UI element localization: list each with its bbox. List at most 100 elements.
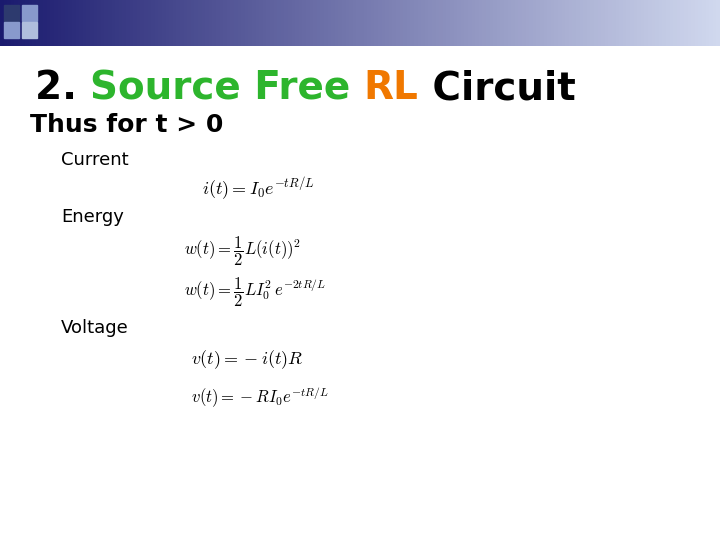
Bar <box>626 0 630 46</box>
Bar <box>378 0 382 46</box>
Bar <box>673 0 677 46</box>
Bar <box>140 0 144 46</box>
Bar <box>187 0 191 46</box>
Bar <box>86 0 90 46</box>
Bar <box>454 0 457 46</box>
Bar <box>641 0 644 46</box>
Bar <box>634 0 637 46</box>
Bar <box>590 0 594 46</box>
Bar <box>526 0 529 46</box>
Bar <box>173 0 176 46</box>
Bar <box>97 0 101 46</box>
Bar <box>616 0 619 46</box>
Bar <box>0 0 4 46</box>
Bar <box>436 0 439 46</box>
Bar <box>256 0 259 46</box>
Bar <box>274 0 277 46</box>
Bar <box>137 0 140 46</box>
Text: $v(t) = -i(t)R$: $v(t) = -i(t)R$ <box>191 348 303 371</box>
Bar <box>630 0 634 46</box>
Bar <box>266 0 270 46</box>
Bar <box>709 0 713 46</box>
Bar <box>691 0 695 46</box>
Bar <box>194 0 198 46</box>
Bar <box>400 0 403 46</box>
Bar <box>166 0 169 46</box>
Text: 2.: 2. <box>35 69 90 107</box>
Bar <box>119 0 122 46</box>
Bar <box>439 0 443 46</box>
Bar <box>205 0 209 46</box>
Bar <box>428 0 432 46</box>
Bar <box>29 0 32 46</box>
Bar <box>176 0 180 46</box>
Bar <box>418 0 421 46</box>
Text: $v(t) = -RI_0 e^{-tR/L}$: $v(t) = -RI_0 e^{-tR/L}$ <box>191 386 328 410</box>
Bar <box>115 0 119 46</box>
Bar <box>22 5 37 21</box>
Text: Circuit: Circuit <box>419 69 575 107</box>
Bar <box>47 0 50 46</box>
Text: Voltage: Voltage <box>61 319 129 336</box>
Bar <box>580 0 583 46</box>
Bar <box>504 0 508 46</box>
Bar <box>713 0 716 46</box>
Bar <box>4 0 7 46</box>
Bar <box>389 0 392 46</box>
Bar <box>220 0 223 46</box>
Bar <box>101 0 104 46</box>
Bar <box>248 0 252 46</box>
Bar <box>382 0 385 46</box>
Bar <box>43 0 47 46</box>
Bar <box>4 22 19 38</box>
Bar <box>410 0 414 46</box>
Bar <box>245 0 248 46</box>
Bar <box>583 0 587 46</box>
Bar <box>328 0 331 46</box>
Bar <box>36 0 40 46</box>
Bar <box>130 0 133 46</box>
Bar <box>486 0 490 46</box>
Bar <box>684 0 688 46</box>
Bar <box>544 0 547 46</box>
Bar <box>554 0 558 46</box>
Bar <box>688 0 691 46</box>
Bar <box>716 0 720 46</box>
Bar <box>90 0 94 46</box>
Bar <box>40 0 43 46</box>
Bar <box>644 0 648 46</box>
Bar <box>511 0 515 46</box>
Bar <box>72 0 76 46</box>
Bar <box>313 0 317 46</box>
Bar <box>58 0 61 46</box>
Bar <box>320 0 324 46</box>
Bar <box>598 0 601 46</box>
Bar <box>367 0 371 46</box>
Bar <box>151 0 155 46</box>
Bar <box>25 0 29 46</box>
Bar <box>112 0 115 46</box>
Bar <box>425 0 428 46</box>
Bar <box>648 0 652 46</box>
Bar <box>601 0 605 46</box>
Text: Energy: Energy <box>61 208 124 226</box>
Bar <box>414 0 418 46</box>
Bar <box>54 0 58 46</box>
Bar <box>133 0 137 46</box>
Bar <box>515 0 518 46</box>
Bar <box>652 0 655 46</box>
Bar <box>317 0 320 46</box>
Bar <box>565 0 569 46</box>
Bar <box>281 0 284 46</box>
Bar <box>536 0 540 46</box>
Bar <box>659 0 662 46</box>
Bar <box>540 0 544 46</box>
Bar <box>227 0 230 46</box>
Bar <box>371 0 374 46</box>
Bar <box>212 0 216 46</box>
Bar <box>292 0 295 46</box>
Bar <box>148 0 151 46</box>
Bar <box>4 5 19 21</box>
Bar <box>637 0 641 46</box>
Bar <box>518 0 522 46</box>
